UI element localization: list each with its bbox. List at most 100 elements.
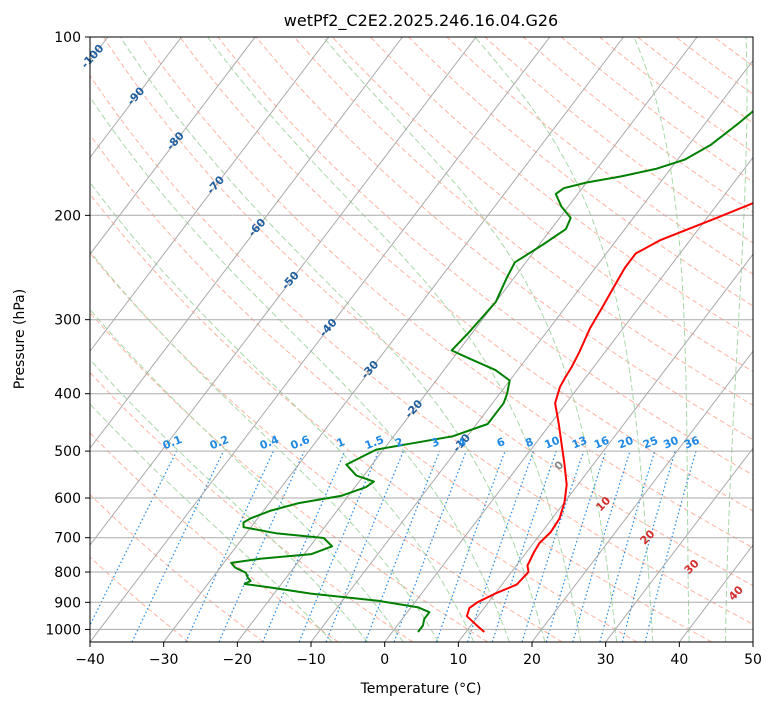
isotherm-label: -90 — [124, 84, 147, 108]
x-tick-label: 50 — [744, 652, 762, 668]
mixing-ratio-label: 13 — [570, 434, 589, 452]
y-tick-label: 500 — [54, 444, 81, 460]
x-tick-label: −20 — [223, 652, 253, 668]
mixing-ratio-label: 0.1 — [161, 433, 184, 452]
moist-adiabat — [90, 181, 475, 642]
isotherm-label: -70 — [204, 173, 227, 197]
isotherm-line — [90, 37, 330, 353]
dry-adiabat — [446, 37, 753, 275]
y-tick-label: 100 — [54, 30, 81, 46]
wetbulb-label: 30 — [682, 557, 702, 577]
isotherm-label: -100 — [78, 42, 106, 71]
mixing-ratio-line — [218, 450, 305, 642]
y-tick-label: 200 — [54, 208, 81, 224]
y-tick-label: 800 — [54, 565, 81, 581]
mixing-ratio-line — [545, 450, 607, 642]
mixing-ratio-label: 30 — [661, 434, 680, 452]
x-tick-label: −10 — [296, 652, 326, 668]
mixing-ratio-line — [325, 450, 404, 642]
mixing-ratio-line — [521, 450, 585, 642]
y-tick-label: 600 — [54, 491, 81, 507]
isotherm-label: -80 — [164, 129, 187, 153]
x-tick-label: 20 — [523, 652, 541, 668]
mixing-ratio-label: 36 — [682, 434, 701, 452]
moist-adiabat — [633, 37, 690, 642]
moist-adiabat — [90, 96, 510, 642]
line-labels: -100-90-80-70-60-50-40-30-20-100.1 0.2 0.4… — [78, 42, 746, 604]
dry-adiabat — [90, 193, 638, 642]
mixing-ratio-line — [466, 450, 535, 642]
moist-adiabat — [207, 37, 582, 642]
x-tick-label: 40 — [670, 652, 688, 668]
mixing-ratio-line — [298, 450, 380, 642]
moist-adiabat — [90, 250, 439, 642]
mixing-ratio-line — [644, 450, 697, 642]
moist-adiabat — [90, 358, 369, 642]
dry-adiabat — [370, 37, 753, 340]
mixing-ratio-label: 6 — [495, 435, 507, 450]
temperature-profile — [465, 202, 753, 633]
y-tick-label: 1000 — [45, 622, 81, 638]
mixing-ratio-label: 20 — [616, 434, 635, 452]
mixing-ratio-label: 16 — [592, 434, 611, 452]
x-tick-label: −30 — [149, 652, 179, 668]
isotherm-line — [163, 37, 624, 642]
isotherm-line — [752, 641, 753, 642]
isotherm-line — [90, 37, 477, 546]
plot-frame — [89, 36, 754, 643]
dewpoint-profile — [230, 109, 753, 633]
mixing-ratio-label: 0.6 — [289, 433, 312, 452]
dry-adiabat — [255, 37, 753, 441]
x-tick-label: 30 — [597, 652, 615, 668]
dry-adiabat — [522, 37, 753, 213]
dry-adiabat — [90, 493, 264, 642]
isotherm-line — [457, 253, 753, 642]
isotherm-line — [90, 37, 403, 450]
mixing-ratio-line — [621, 450, 676, 642]
mixing-ratio-label: 0.4 — [258, 433, 281, 452]
sounding-profiles — [230, 109, 753, 633]
mixing-ratio-line — [393, 450, 467, 642]
mixing-ratio-label: 3 — [429, 435, 441, 450]
mixing-ratio-line — [435, 450, 506, 642]
isotherm-line — [90, 37, 182, 159]
x-axis-title: Temperature (°C) — [360, 681, 482, 697]
dry-adiabat — [637, 37, 753, 124]
y-axis-title: Pressure (hPa) — [12, 289, 28, 389]
wetbulb-label: 40 — [726, 583, 746, 603]
isotherm-line — [384, 156, 753, 642]
isotherm-label: -30 — [358, 358, 381, 382]
moist-adiabat — [322, 37, 618, 642]
chart-title: wetPf2_C2E2.2025.246.16.04.G26 — [284, 11, 558, 31]
mixing-ratio-label: 10 — [543, 434, 562, 452]
moist-adiabat — [725, 37, 748, 642]
dry-adiabat — [141, 37, 753, 549]
background-lines — [90, 37, 753, 642]
isotherm-line — [90, 37, 551, 642]
isobar-grid — [90, 37, 753, 630]
mixing-ratio-line — [262, 450, 346, 642]
dry-adiabat — [90, 134, 712, 642]
y-axis: 100 200 300 400 500 600 700 800 900 1000 — [45, 30, 90, 638]
mixing-ratio-line — [572, 450, 631, 642]
mixing-ratio-label: 1 — [335, 435, 347, 450]
dry-adiabat — [408, 37, 753, 307]
y-tick-label: 700 — [54, 531, 81, 547]
dry-adiabat — [560, 37, 753, 183]
isotherm-line — [310, 59, 753, 642]
mixing-ratio-label: 8 — [523, 435, 535, 450]
x-tick-label: 0 — [380, 652, 389, 668]
isotherm-line — [605, 447, 753, 642]
moist-adiabat — [90, 403, 333, 642]
x-tick-label: 10 — [449, 652, 467, 668]
isotherm-line — [531, 350, 753, 642]
isotherm-label: -50 — [279, 269, 302, 293]
isotherm-line — [236, 37, 698, 642]
dry-adiabat — [90, 556, 190, 642]
dry-adiabat — [332, 37, 753, 373]
mixing-ratio-label: 25 — [641, 434, 660, 452]
dry-adiabat — [293, 37, 753, 406]
mixing-ratio-label: 2 — [393, 435, 405, 450]
dry-adiabat — [179, 37, 753, 512]
